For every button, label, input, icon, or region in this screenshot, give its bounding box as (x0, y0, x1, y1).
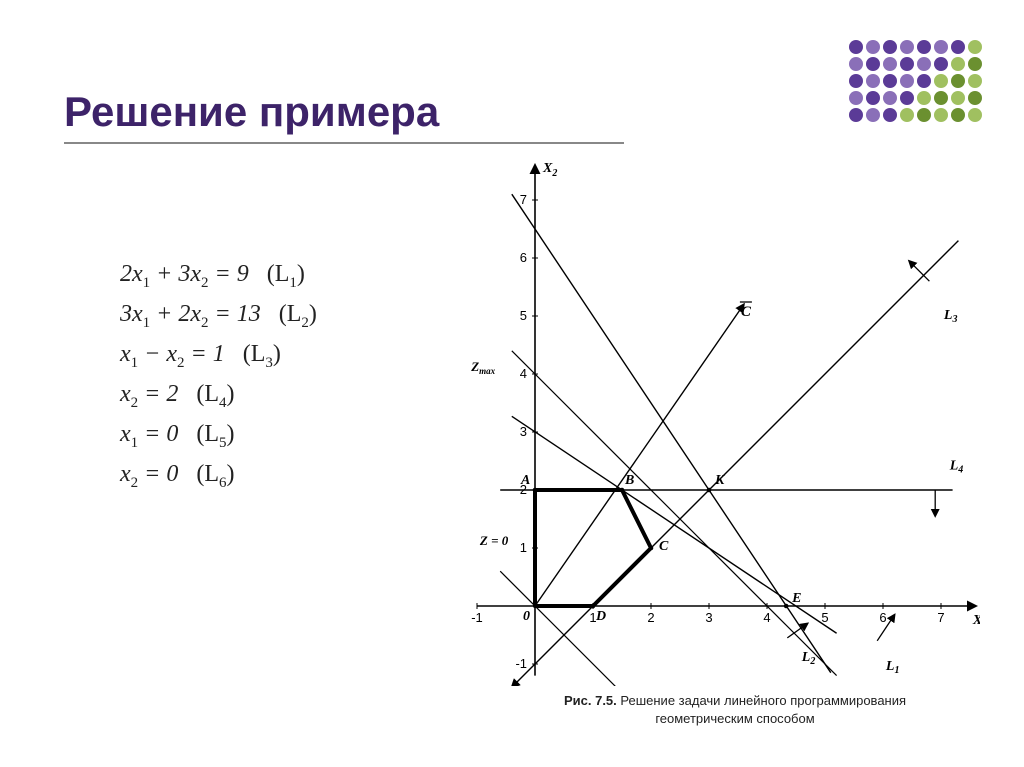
svg-text:X1: X1 (972, 613, 980, 631)
svg-text:-1: -1 (471, 610, 483, 625)
svg-text:1: 1 (520, 540, 527, 555)
svg-text:5: 5 (821, 610, 828, 625)
svg-text:L4: L4 (949, 459, 964, 476)
lp-chart: -11234567-11234567X1X2ABKCDE0Z = 0ZmaxCL… (440, 156, 980, 686)
svg-text:B: B (624, 473, 634, 488)
caption-label: Рис. 7.5. (564, 693, 617, 708)
svg-text:3: 3 (705, 610, 712, 625)
svg-text:D: D (595, 609, 606, 624)
svg-text:E: E (791, 591, 801, 606)
svg-text:7: 7 (937, 610, 944, 625)
svg-text:Zmax: Zmax (470, 359, 495, 376)
svg-text:2: 2 (647, 610, 654, 625)
svg-text:-1: -1 (515, 656, 527, 671)
caption-text: Решение задачи линейного программировани… (617, 693, 906, 726)
svg-text:0: 0 (523, 609, 530, 624)
svg-text:C: C (741, 304, 752, 320)
svg-text:6: 6 (520, 250, 527, 265)
svg-text:K: K (714, 473, 726, 488)
slide-title: Решение примера (64, 88, 439, 136)
svg-text:4: 4 (520, 366, 527, 381)
svg-text:C: C (659, 539, 669, 554)
svg-text:4: 4 (763, 610, 770, 625)
svg-text:Z = 0: Z = 0 (479, 533, 509, 548)
svg-text:L1: L1 (885, 659, 900, 676)
figure-caption: Рис. 7.5. Решение задачи линейного прогр… (530, 692, 940, 728)
svg-text:6: 6 (879, 610, 886, 625)
equations-block: 2x1 + 3x2 = 9 (L1)3x1 + 2x2 = 13 (L2)x1 … (120, 255, 317, 496)
svg-text:5: 5 (520, 308, 527, 323)
svg-text:X2: X2 (542, 161, 557, 179)
svg-text:L3: L3 (943, 308, 958, 325)
title-underline (64, 142, 624, 144)
decorative-dots (849, 40, 982, 122)
svg-text:7: 7 (520, 192, 527, 207)
svg-text:A: A (520, 473, 530, 488)
